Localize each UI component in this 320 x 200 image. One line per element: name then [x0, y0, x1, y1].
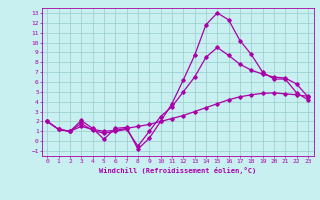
- X-axis label: Windchill (Refroidissement éolien,°C): Windchill (Refroidissement éolien,°C): [99, 167, 256, 174]
